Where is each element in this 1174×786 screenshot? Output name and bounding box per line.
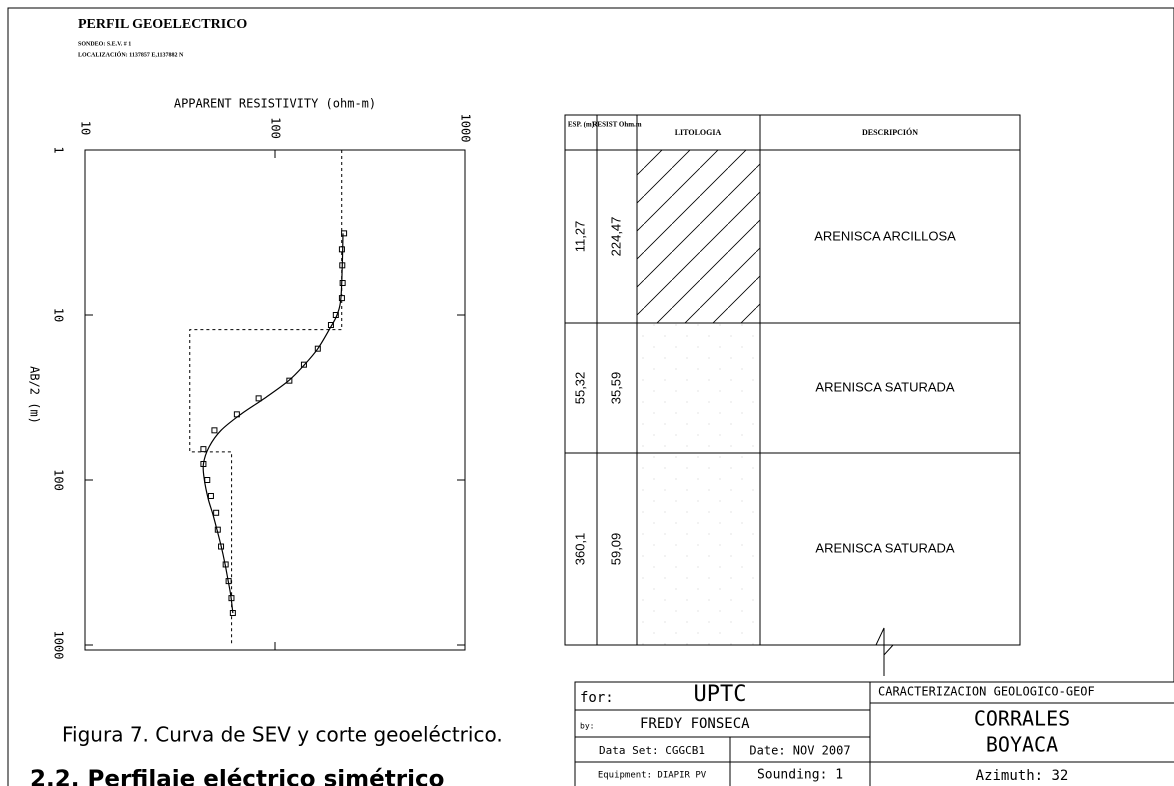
x-axis-label: APPARENT RESISTIVITY (ohm-m)	[174, 97, 376, 111]
data-point	[339, 280, 346, 287]
date: Date: NOV 2007	[749, 744, 850, 758]
y-tick-label: 1	[52, 146, 66, 153]
data-point	[207, 492, 214, 499]
equipment: Equipment: DIAPIR PV	[598, 771, 707, 781]
y-tick-label: 1000	[52, 631, 66, 660]
data-point	[338, 246, 345, 253]
azimuth: Azimuth: 32	[976, 768, 1069, 784]
by-label: by:	[580, 722, 594, 731]
resistivity: 59,09	[608, 533, 623, 566]
sounding-no: Sounding: 1	[757, 768, 843, 783]
client: UPTC	[694, 682, 747, 707]
resistivity: 35,59	[608, 372, 623, 405]
x-tick-label: 1000	[459, 114, 473, 143]
for-label: for:	[580, 690, 614, 706]
data-point	[200, 446, 207, 453]
data-point	[204, 477, 211, 483]
sounding: SONDEO: S.E.V. # 1	[78, 41, 131, 47]
author: FREDY FONSECA	[640, 716, 750, 732]
thickness: 55,32	[572, 372, 587, 405]
description: ARENISCA SATURADA	[815, 540, 955, 555]
description: ARENISCA SATURADA	[815, 379, 955, 394]
header-cell: LITOLOGIA	[675, 128, 722, 137]
description: ARENISCA ARCILLOSA	[814, 228, 956, 243]
model-line	[189, 150, 343, 645]
title-block: for: UPTC by: FREDY FONSECA Data Set: CG…	[574, 681, 1174, 786]
y-tick-label: 100	[52, 469, 66, 491]
data-point	[213, 509, 220, 516]
caption: Figura 7. Curva de SEV y corte geoeléctr…	[62, 723, 503, 747]
data-point	[338, 295, 345, 302]
y-tick-label: 10	[52, 308, 66, 322]
resistivity: 224,47	[608, 217, 623, 257]
plot-frame	[84, 149, 466, 651]
doc-title: PERFIL GEOELECTRICO	[78, 17, 247, 32]
fit-curve	[202, 233, 344, 614]
data-point	[255, 395, 262, 402]
frame	[7, 7, 1174, 786]
data-point	[341, 230, 348, 237]
place: CORRALES	[974, 707, 1070, 731]
section-heading: 2.2. Perfilaje eléctrico simétrico	[30, 767, 444, 786]
data-set: Data Set: CGGCB1	[599, 744, 705, 757]
litho-table: ESP. (m) RESIST Ohm.m LITOLOGIA DESCRIPC…	[564, 114, 1021, 676]
y-axis-label: AB/2 (m)	[28, 366, 42, 424]
header-cell: ESP. (m)	[568, 121, 595, 129]
x-tick-label: 10	[79, 121, 93, 135]
project: CARACTERIZACION GEOLOGICO-GEOF	[878, 685, 1095, 699]
x-tick-label: 100	[269, 117, 283, 139]
data-point	[211, 427, 218, 434]
thickness: 360,1	[572, 533, 587, 566]
location: LOCALIZACIÓN: 1137857 E,1137882 N	[78, 50, 184, 58]
chart: APPARENT RESISTIVITY (ohm-m) AB/2 (m) 10…	[28, 97, 473, 660]
thickness: 11,27	[572, 221, 587, 253]
header-cell: RESIST Ohm.m	[592, 121, 641, 129]
place: BOYACA	[986, 733, 1058, 757]
header-cell: DESCRIPCIÓN	[862, 127, 918, 137]
